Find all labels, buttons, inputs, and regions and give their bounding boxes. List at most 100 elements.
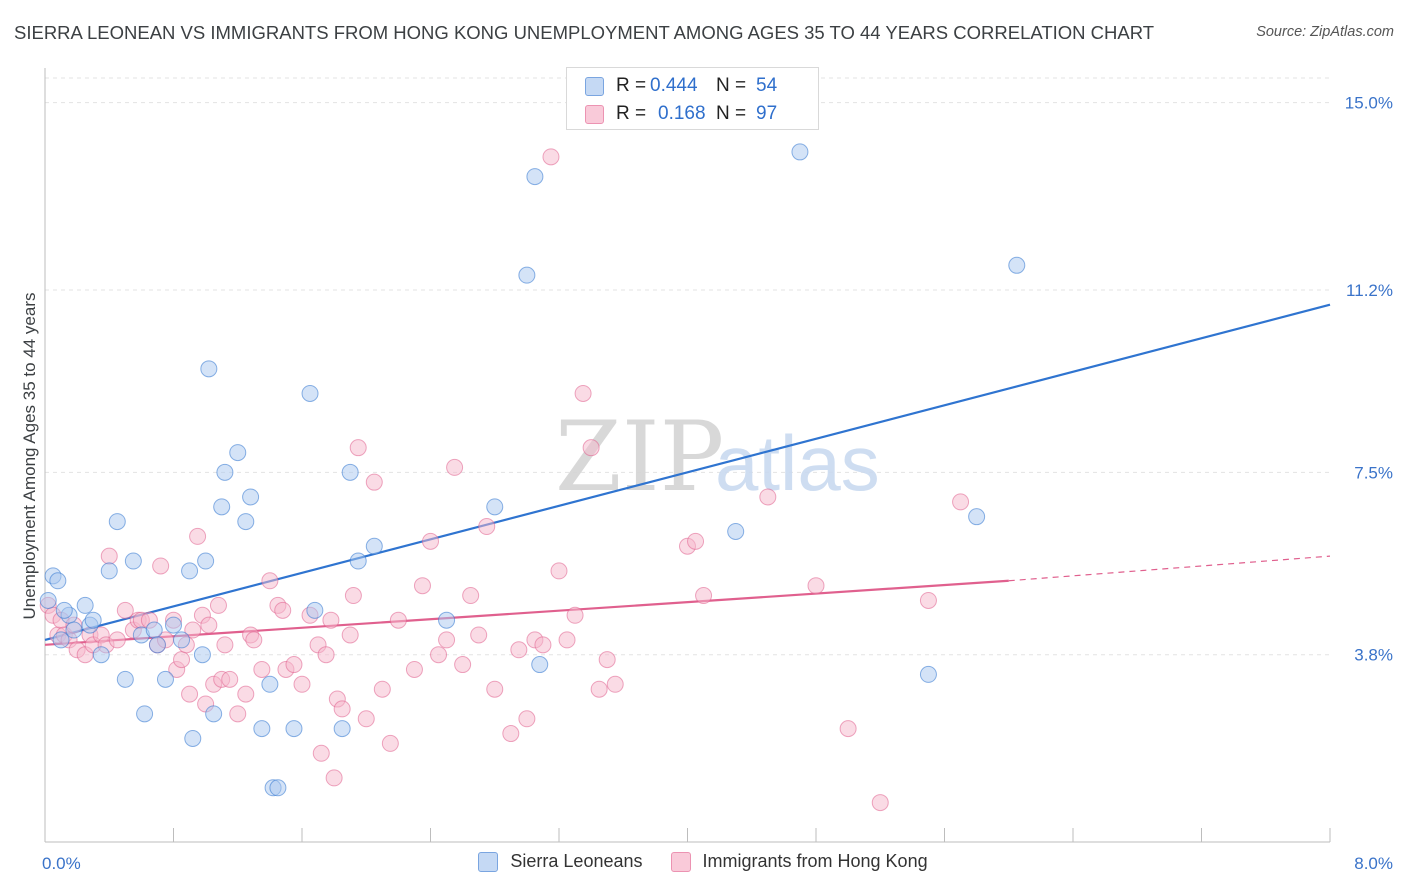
data-point-hong-kong: [293, 675, 311, 693]
chart-title: SIERRA LEONEAN VS IMMIGRANTS FROM HONG K…: [14, 22, 1155, 43]
data-point-hong-kong: [413, 577, 431, 595]
data-point-hong-kong: [216, 636, 234, 654]
data-point-sierra-leonean: [173, 631, 191, 649]
series-legend: Sierra Leoneans Immigrants from Hong Kon…: [0, 851, 1406, 872]
data-point-sierra-leonean: [486, 498, 504, 516]
data-point-hong-kong: [184, 621, 202, 639]
watermark-atlas: atlas: [715, 419, 880, 507]
data-point-sierra-leonean: [39, 591, 57, 609]
watermark: ZIP atlas: [555, 401, 880, 513]
data-point-hong-kong: [919, 591, 937, 609]
data-point-sierra-leonean: [213, 498, 231, 516]
x-tick-label: 0.0%: [42, 854, 81, 873]
legend-item-sierra-leoneans: Sierra Leoneans: [478, 851, 643, 872]
data-point-hong-kong: [952, 493, 970, 511]
data-point-sierra-leonean: [84, 611, 102, 629]
data-point-sierra-leonean: [261, 675, 279, 693]
legend-swatch-blue: [478, 851, 499, 872]
data-point-hong-kong: [871, 794, 889, 812]
y-tick-label: 11.2%: [1346, 281, 1393, 300]
data-point-hong-kong: [341, 626, 359, 644]
data-point-sierra-leonean: [526, 168, 544, 186]
legend-swatch-pink: [670, 851, 691, 872]
data-point-hong-kong: [389, 611, 407, 629]
data-point-hong-kong: [807, 577, 825, 595]
data-point-sierra-leonean: [1008, 256, 1026, 274]
data-point-hong-kong: [430, 646, 448, 664]
data-point-hong-kong: [695, 587, 713, 605]
data-point-sierra-leonean: [184, 729, 202, 747]
data-point-hong-kong: [100, 547, 118, 565]
data-point-sierra-leonean: [108, 513, 126, 531]
y-tick-label: 15.0%: [1345, 94, 1393, 113]
data-point-hong-kong: [478, 518, 496, 536]
data-point-sierra-leonean: [438, 611, 456, 629]
trend-line-extension: [1008, 555, 1331, 582]
legend-label-hong-kong: Immigrants from Hong Kong: [702, 851, 928, 871]
tick-labels: 3.8% 7.5% 11.2% 15.0% 0.0% 8.0%: [42, 94, 1393, 873]
data-point-sierra-leonean: [919, 665, 937, 683]
data-point-hong-kong: [558, 631, 576, 649]
data-point-hong-kong: [542, 148, 560, 166]
legend-row-pink: R = 0.168 N = 97: [585, 101, 777, 127]
data-point-sierra-leonean: [968, 508, 986, 526]
data-point-sierra-leonean: [197, 552, 215, 570]
source-credit: Source: ZipAtlas.com: [1256, 24, 1394, 40]
data-point-hong-kong: [759, 488, 777, 506]
legend-r-label: R =: [616, 103, 647, 124]
data-point-hong-kong: [566, 606, 584, 624]
legend-label-sierra-leoneans: Sierra Leoneans: [510, 851, 643, 871]
data-point-sierra-leonean: [205, 705, 223, 723]
data-point-sierra-leonean: [136, 705, 154, 723]
data-point-sierra-leonean: [165, 616, 182, 634]
data-point-hong-kong: [502, 725, 520, 743]
legend-n-value-pink: 97: [756, 103, 778, 124]
grid-lines: [45, 77, 1330, 656]
data-point-hong-kong: [839, 720, 857, 738]
data-point-hong-kong: [534, 636, 552, 654]
y-axis-label: Unemployment Among Ages 35 to 44 years: [20, 292, 39, 620]
data-point-sierra-leonean: [55, 601, 73, 619]
data-point-hong-kong: [173, 651, 191, 669]
data-point-hong-kong: [253, 660, 271, 678]
data-point-sierra-leonean: [791, 143, 809, 161]
data-point-sierra-leonean: [242, 488, 260, 506]
data-point-sierra-leonean: [237, 513, 255, 531]
data-point-hong-kong: [333, 700, 351, 718]
data-point-sierra-leonean: [65, 621, 83, 639]
data-point-hong-kong: [574, 384, 592, 402]
correlation-legend: R = 0.444 N = 54 R = 0.168 N = 97: [566, 67, 819, 130]
data-point-hong-kong: [438, 631, 456, 649]
data-point-hong-kong: [317, 646, 335, 664]
data-point-hong-kong: [200, 616, 218, 634]
data-point-sierra-leonean: [92, 646, 110, 664]
trend-line: [44, 579, 1009, 646]
data-point-hong-kong: [189, 527, 207, 545]
data-point-hong-kong: [108, 631, 126, 649]
data-point-sierra-leonean: [531, 656, 549, 674]
data-point-hong-kong: [462, 587, 480, 605]
data-point-hong-kong: [550, 562, 568, 580]
axes: [44, 68, 1331, 843]
data-point-hong-kong: [606, 675, 624, 693]
legend-n-value-blue: 54: [756, 75, 778, 96]
legend-n-label: N =: [716, 75, 747, 96]
y-tick-label: 3.8%: [1354, 646, 1393, 665]
data-point-hong-kong: [510, 641, 528, 659]
data-point-hong-kong: [582, 439, 600, 457]
data-point-sierra-leonean: [216, 463, 234, 481]
data-point-hong-kong: [229, 705, 247, 723]
data-point-hong-kong: [486, 680, 504, 698]
data-point-hong-kong: [470, 626, 488, 644]
data-points: [39, 143, 1026, 812]
data-point-hong-kong: [181, 685, 199, 703]
data-point-hong-kong: [590, 680, 608, 698]
data-point-sierra-leonean: [100, 562, 118, 580]
legend-r-value-pink: 0.168: [658, 103, 706, 124]
data-point-hong-kong: [285, 656, 303, 674]
data-point-hong-kong: [116, 601, 134, 619]
data-point-sierra-leonean: [193, 646, 211, 664]
data-point-hong-kong: [454, 656, 472, 674]
data-point-sierra-leonean: [269, 779, 287, 797]
data-point-hong-kong: [221, 670, 239, 688]
